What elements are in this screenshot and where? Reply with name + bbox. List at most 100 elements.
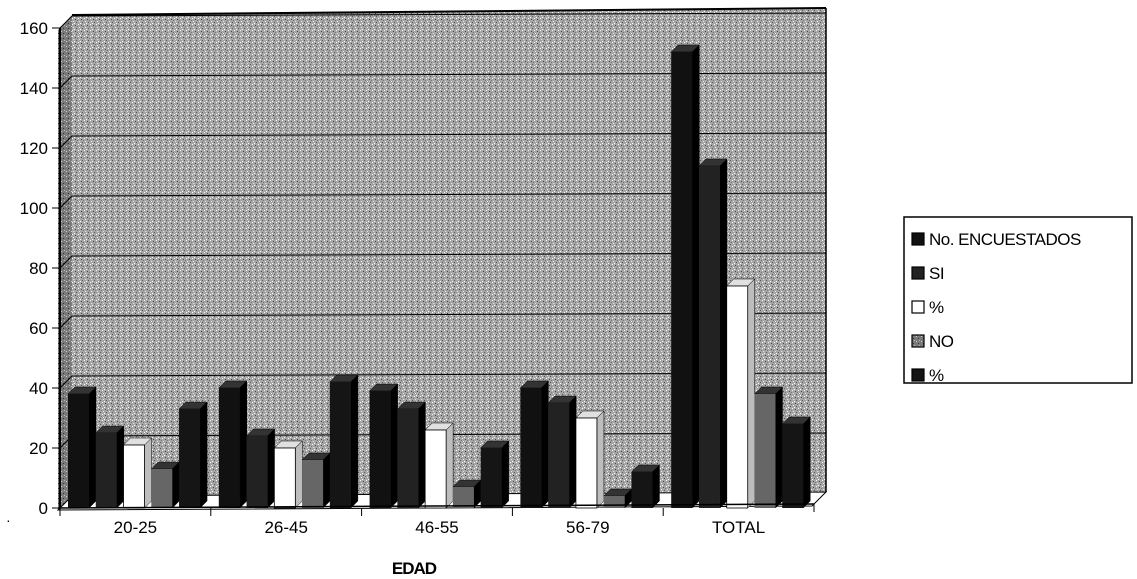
bar-front <box>123 444 145 509</box>
gridline-side <box>59 135 73 149</box>
bar-side <box>445 422 454 509</box>
bar <box>547 395 577 509</box>
bar-side <box>719 158 728 509</box>
bar-front <box>424 429 447 509</box>
bar <box>273 440 303 509</box>
legend-swatch <box>911 368 925 382</box>
bar <box>368 383 399 509</box>
bar <box>95 425 125 509</box>
legend: No. ENCUESTADOS SI% NO% <box>903 216 1133 385</box>
bar-side <box>172 461 180 509</box>
bar-front <box>520 388 542 508</box>
bar-side <box>144 437 152 509</box>
bar-front <box>68 394 89 508</box>
bar <box>424 422 454 509</box>
bar <box>218 380 248 509</box>
y-tick-label: 40 <box>29 379 48 398</box>
bar-side <box>596 410 605 509</box>
bar-front <box>302 460 324 508</box>
bar <box>630 464 661 509</box>
bar <box>396 401 426 509</box>
legend-label: % <box>929 298 944 317</box>
gridline-side <box>59 315 73 329</box>
bar-side <box>88 386 97 509</box>
bar-front <box>480 448 502 508</box>
bar-front <box>575 417 598 509</box>
bar-front <box>218 388 240 508</box>
gridline-side <box>59 195 73 209</box>
bar-side <box>267 428 275 509</box>
bar-side <box>116 425 125 509</box>
gridline-side <box>59 15 73 29</box>
bar-front <box>95 433 117 508</box>
bar-front <box>369 391 391 508</box>
x-axis-title: EDAD <box>392 559 437 578</box>
bar <box>575 410 605 509</box>
bar-side <box>568 395 577 509</box>
y-tick-label: 100 <box>20 199 48 218</box>
y-tick-label: 80 <box>29 259 48 278</box>
bar-front <box>151 469 173 508</box>
bar <box>753 386 784 509</box>
gridline-side <box>59 255 73 269</box>
bar-front <box>548 403 570 508</box>
y-tick-label: 140 <box>20 79 48 98</box>
bar-front <box>452 487 474 508</box>
y-tick-label: 160 <box>20 19 48 38</box>
y-tick-label: 60 <box>29 319 48 338</box>
bar <box>122 437 153 509</box>
legend-swatch <box>911 334 925 348</box>
bar-side <box>691 44 700 509</box>
bar-side <box>501 440 509 509</box>
bar-front <box>273 447 296 509</box>
bar-side <box>652 464 660 509</box>
bar-front <box>631 472 653 508</box>
bar-front <box>179 409 201 508</box>
legend-box <box>903 216 1133 384</box>
bar-side <box>775 386 783 509</box>
gridline-side <box>59 375 73 389</box>
legend-swatch <box>911 232 925 246</box>
legend-swatch <box>911 300 925 314</box>
bar <box>67 386 97 509</box>
bar-front <box>726 285 749 509</box>
x-tick-label: TOTAL <box>712 518 765 537</box>
bar-front <box>754 394 776 508</box>
bar <box>726 278 756 509</box>
bar <box>698 158 728 509</box>
gridline <box>71 12 827 17</box>
bar <box>301 452 331 509</box>
bar-front <box>782 424 804 508</box>
bar-front <box>698 166 720 508</box>
legend-label: SI <box>929 264 944 283</box>
bar-side <box>322 452 331 509</box>
x-tick-label: 46-55 <box>415 518 458 537</box>
y-tick-label: 20 <box>29 439 48 458</box>
bar <box>452 479 482 509</box>
bar <box>480 440 510 509</box>
bar <box>781 416 811 509</box>
x-tick-label: 26-45 <box>264 518 307 537</box>
stray-dot: · <box>6 512 11 528</box>
bar-front <box>329 382 351 508</box>
x-tick-label: 56-79 <box>566 518 609 537</box>
y-tick-label: 0 <box>39 499 48 518</box>
gridline-side <box>59 75 73 89</box>
bar-side <box>390 383 398 509</box>
bar-front <box>671 52 693 508</box>
bar-front <box>397 409 419 508</box>
bar-side <box>350 374 359 509</box>
gridline <box>71 132 827 137</box>
bar-side <box>747 278 755 509</box>
bar <box>178 401 208 509</box>
bar <box>519 380 550 509</box>
x-axis-line <box>59 503 815 509</box>
bar-side <box>295 440 303 509</box>
bar <box>670 44 700 509</box>
bar <box>150 461 180 509</box>
bar-side <box>802 416 811 509</box>
bar-front <box>603 496 625 508</box>
bar-side <box>199 401 208 509</box>
bar-front <box>246 436 268 508</box>
